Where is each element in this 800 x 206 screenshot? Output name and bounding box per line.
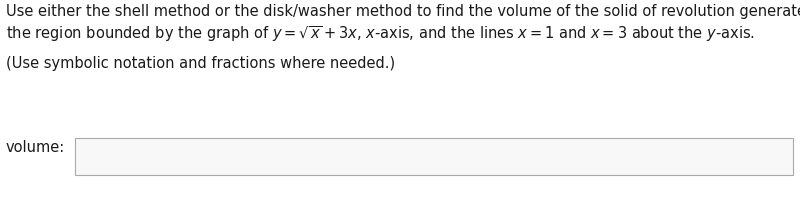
Text: Use either the shell method or the disk/washer method to find the volume of the : Use either the shell method or the disk/…: [6, 4, 800, 19]
FancyBboxPatch shape: [75, 138, 793, 175]
Text: volume:: volume:: [6, 140, 66, 155]
Text: (Use symbolic notation and fractions where needed.): (Use symbolic notation and fractions whe…: [6, 56, 395, 71]
Text: the region bounded by the graph of $y = \sqrt{x} + 3x$, $x$-axis, and the lines : the region bounded by the graph of $y = …: [6, 24, 755, 44]
